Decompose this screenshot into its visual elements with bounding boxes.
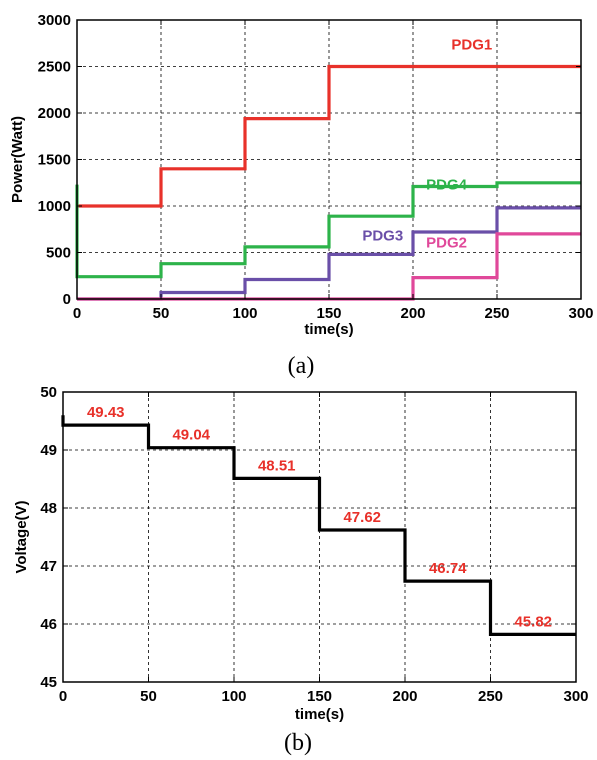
ticks: 0 50 100 150 200 250 300 45 46 47 48 49 50 bbox=[40, 384, 588, 705]
x-tick-label: 250 bbox=[478, 688, 503, 705]
figure-caption: (b) bbox=[284, 730, 312, 756]
x-tick-label: 100 bbox=[232, 305, 257, 322]
series-label-pdg3: PDG3 bbox=[362, 227, 403, 244]
y-tick-label: 48 bbox=[40, 500, 57, 517]
x-tick-label: 100 bbox=[221, 688, 246, 705]
y-tick-label: 2000 bbox=[38, 105, 71, 122]
x-tick-label: 150 bbox=[316, 305, 341, 322]
value-label: 45.82 bbox=[514, 613, 552, 630]
figure-caption: (a) bbox=[288, 353, 315, 379]
x-axis-title: time(s) bbox=[304, 321, 353, 338]
chart-voltage: 0 50 100 150 200 250 300 45 46 47 48 49 50 time(s) Vol… bbox=[13, 384, 589, 756]
y-tick-label: 47 bbox=[40, 558, 57, 575]
value-label: 46.74 bbox=[429, 560, 467, 577]
x-tick-label: 0 bbox=[59, 688, 67, 705]
series-line-pdg3 bbox=[77, 206, 581, 301]
x-tick-label: 300 bbox=[563, 688, 588, 705]
y-tick-label: 49 bbox=[40, 442, 57, 459]
y-tick-label: 3000 bbox=[38, 12, 71, 29]
x-tick-label: 200 bbox=[400, 305, 425, 322]
x-tick-label: 0 bbox=[73, 305, 81, 322]
value-label: 49.43 bbox=[87, 404, 125, 421]
value-label: 47.62 bbox=[343, 509, 381, 526]
y-axis-title: Voltage(V) bbox=[13, 500, 30, 573]
series-line-pdg4 bbox=[75, 181, 581, 279]
y-tick-label: 1500 bbox=[38, 152, 71, 169]
x-tick-label: 50 bbox=[153, 305, 170, 322]
y-tick-label: 0 bbox=[63, 291, 71, 308]
y-tick-label: 45 bbox=[40, 674, 57, 691]
series-label-pdg2: PDG2 bbox=[426, 235, 467, 252]
y-tick-label: 46 bbox=[40, 616, 57, 633]
y-tick-label: 500 bbox=[46, 245, 71, 262]
series-line-voltage bbox=[61, 415, 576, 637]
value-label: 48.51 bbox=[258, 457, 296, 474]
value-label: 49.04 bbox=[172, 427, 210, 444]
x-axis-title: time(s) bbox=[295, 706, 344, 723]
y-tick-label: 2500 bbox=[38, 59, 71, 76]
x-tick-label: 250 bbox=[484, 305, 509, 322]
y-axis-title: Power(Watt) bbox=[9, 116, 26, 203]
x-tick-label: 150 bbox=[307, 688, 332, 705]
chart-power: 0 50 100 150 200 250 3000500100015002000250030… bbox=[9, 12, 594, 379]
series-label-pdg1: PDG1 bbox=[451, 37, 492, 54]
x-tick-label: 200 bbox=[392, 688, 417, 705]
x-tick-label: 300 bbox=[568, 305, 593, 322]
series-line-pdg1 bbox=[77, 64, 581, 208]
series-label-pdg4: PDG4 bbox=[426, 176, 468, 193]
y-tick-label: 50 bbox=[40, 384, 57, 401]
y-tick-label: 1000 bbox=[38, 198, 71, 215]
ticks: 0 50 100 150 200 250 3000500100015002000250030… bbox=[38, 12, 594, 322]
x-tick-label: 50 bbox=[140, 688, 157, 705]
